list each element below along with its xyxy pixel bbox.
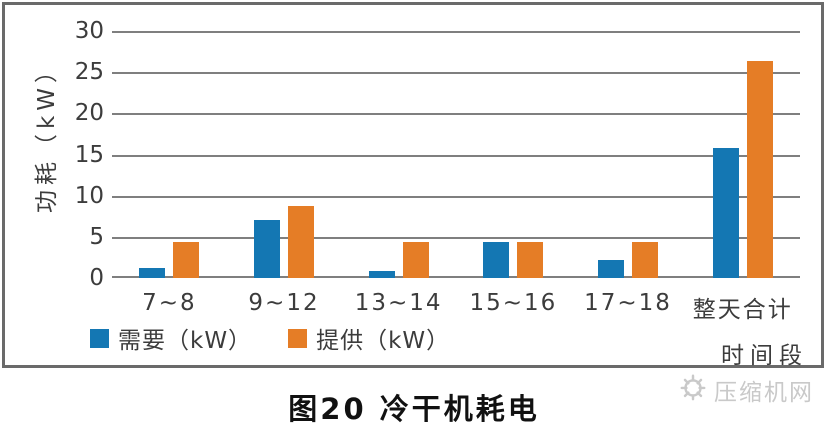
bar [287,206,314,278]
bar-group [685,31,800,278]
gridline [112,31,800,33]
bar [597,260,624,278]
legend-item-demand: 需要（kW） [90,321,252,355]
demand-series-swatch [90,328,109,348]
legend-label-demand: 需要（kW） [118,328,253,354]
bar [173,242,200,278]
gear-icon [678,372,708,408]
bar [746,61,773,278]
legend-label-supply: 提供（kW） [316,328,451,354]
legend-item-supply: 提供（kW） [288,321,450,355]
watermark: 压缩机网 [678,372,814,408]
x-tick-label: 13~14 [354,290,443,316]
legend: 需要（kW） 提供（kW） [90,321,450,355]
gridline [112,196,800,198]
bar [139,268,166,278]
y-tick-label: 25 [74,59,104,85]
gridline [112,276,800,278]
y-tick-label: 20 [74,100,104,126]
bar [368,271,395,278]
gridline [112,113,800,115]
gridline [112,237,800,239]
gridline [112,72,800,74]
plot-area [112,31,800,278]
bar-group [571,31,686,278]
y-tick-label: 5 [89,224,104,250]
chart-frame [2,2,824,368]
x-axis-labels: 7~8 9~12 13~14 15~16 17~18 整天合计 [112,290,800,324]
bar [631,242,658,278]
y-tick-label: 0 [89,265,104,291]
bar-group [341,31,456,278]
supply-series-swatch [288,328,308,348]
figure-caption: 图20 冷干机耗电 [288,392,540,425]
bar [712,148,739,278]
x-tick-label: 15~16 [469,290,558,316]
y-tick-label: 15 [74,142,104,168]
y-axis-ticks: 30 25 20 15 10 5 0 [52,20,104,290]
bar-group [112,31,227,278]
x-tick-label: 7~8 [142,290,197,316]
bar [483,242,510,278]
x-tick-label: 17~18 [584,290,672,316]
gridline [112,155,800,157]
bar [517,242,544,278]
bar-group [456,31,571,278]
bar [253,220,280,278]
bar [402,242,429,278]
y-tick-label: 10 [74,183,104,209]
bar-group [227,31,342,278]
x-axis-title: 时间段 [721,343,808,369]
x-tick-label: 9~12 [248,290,320,316]
x-tick-label: 整天合计 [692,297,793,323]
watermark-text: 压缩机网 [714,380,814,406]
y-tick-label: 30 [74,18,104,44]
